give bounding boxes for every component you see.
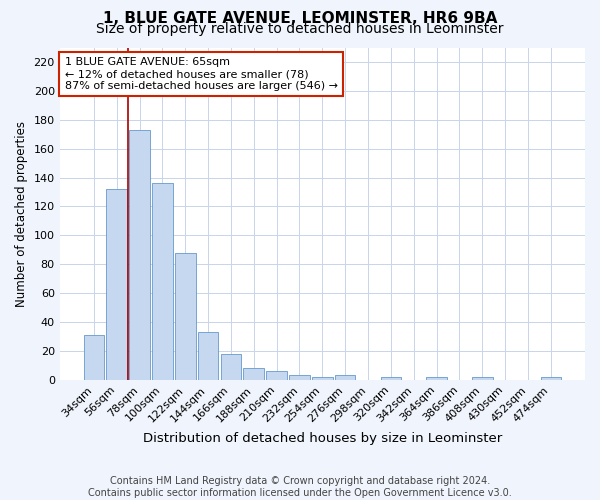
Text: 1, BLUE GATE AVENUE, LEOMINSTER, HR6 9BA: 1, BLUE GATE AVENUE, LEOMINSTER, HR6 9BA: [103, 11, 497, 26]
Bar: [106, 189, 127, 380]
Bar: [175, 252, 196, 380]
Bar: [312, 377, 332, 380]
Bar: [198, 332, 218, 380]
Bar: [427, 377, 447, 380]
Bar: [244, 368, 264, 380]
Bar: [152, 184, 173, 380]
Y-axis label: Number of detached properties: Number of detached properties: [15, 120, 28, 306]
Text: Contains HM Land Registry data © Crown copyright and database right 2024.
Contai: Contains HM Land Registry data © Crown c…: [88, 476, 512, 498]
Bar: [541, 377, 561, 380]
X-axis label: Distribution of detached houses by size in Leominster: Distribution of detached houses by size …: [143, 432, 502, 445]
Bar: [335, 376, 355, 380]
Text: 1 BLUE GATE AVENUE: 65sqm
← 12% of detached houses are smaller (78)
87% of semi-: 1 BLUE GATE AVENUE: 65sqm ← 12% of detac…: [65, 58, 338, 90]
Bar: [380, 377, 401, 380]
Bar: [289, 376, 310, 380]
Bar: [266, 371, 287, 380]
Bar: [83, 335, 104, 380]
Bar: [129, 130, 150, 380]
Bar: [472, 377, 493, 380]
Text: Size of property relative to detached houses in Leominster: Size of property relative to detached ho…: [96, 22, 504, 36]
Bar: [221, 354, 241, 380]
